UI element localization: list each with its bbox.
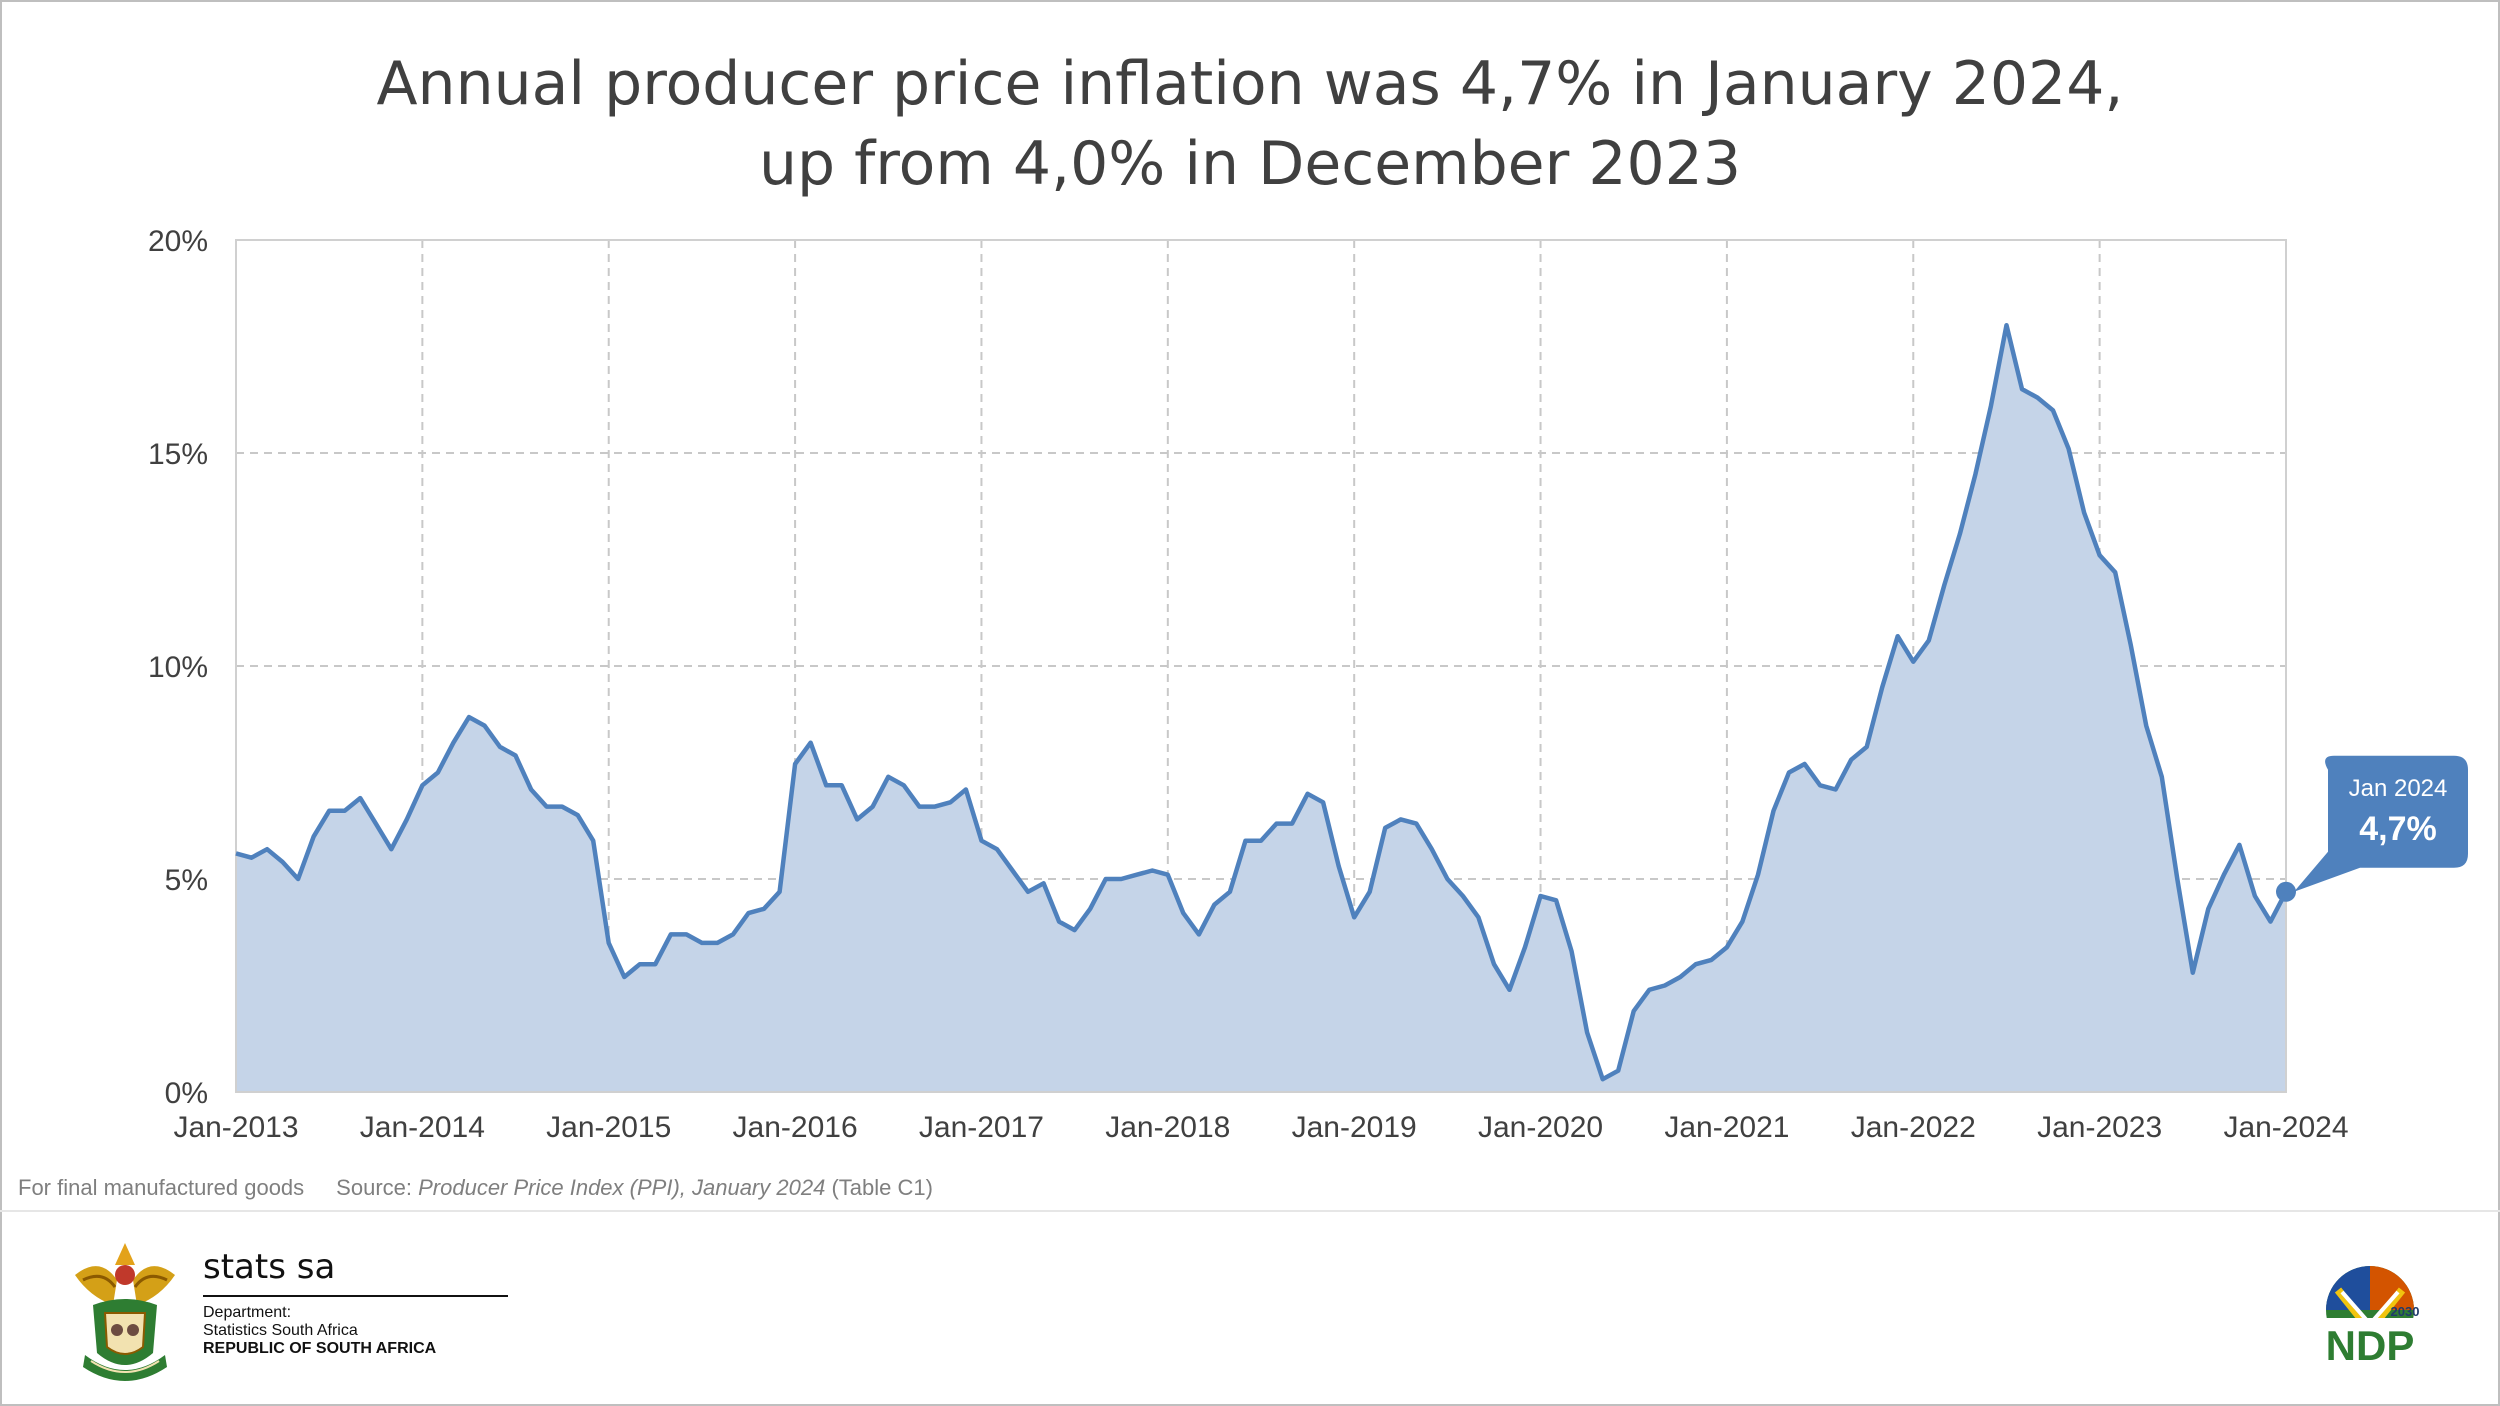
callout-date-label: Jan 2024 xyxy=(2349,775,2448,802)
y-tick-label: 15% xyxy=(148,438,208,471)
x-tick-label: Jan-2021 xyxy=(1664,1111,1789,1144)
chart-footnote: For final manufactured goods Source: Prod… xyxy=(18,1175,933,1201)
chart-title-line-2: up from 4,0% in December 2023 xyxy=(758,129,1742,199)
inflation-series-line xyxy=(235,322,2288,1082)
x-tick-label: Jan-2016 xyxy=(733,1111,858,1144)
x-tick-label: Jan-2020 xyxy=(1478,1111,1603,1144)
ppi-area-chart: 0%5%10%15%20% Jan-2013 Jan-2014 Jan-2015 Ja… xyxy=(148,225,2468,1144)
y-tick-label: 0% xyxy=(165,1077,208,1110)
x-tick-label: Jan-2019 xyxy=(1292,1111,1417,1144)
x-tick-label: Jan-2014 xyxy=(360,1111,485,1144)
y-tick-label: 5% xyxy=(165,864,208,897)
inflation-area-fill xyxy=(236,325,2286,1092)
brand-department-label: Department: xyxy=(203,1304,292,1321)
callout-bubble xyxy=(2294,755,2468,892)
latest-data-point xyxy=(2276,881,2296,902)
footnote-source-title: Producer Price Index (PPI), January 2024 xyxy=(418,1175,826,1200)
footnote-source-prefix: Source: xyxy=(336,1175,419,1200)
callout-value-label: 4,7% xyxy=(2359,810,2437,848)
x-tick-label: Jan-2013 xyxy=(173,1111,298,1144)
chart-title: Annual producer price inflation was 4,7%… xyxy=(0,44,2500,204)
stats-sa-logo: stats sa Department: Statistics South Af… xyxy=(55,1235,508,1395)
ndp-2030-logo: 2030 NDP xyxy=(2318,1266,2422,1369)
plot-area-border xyxy=(235,239,2287,1093)
y-axis-tick-labels: 0% 5% 10% 15% 20% xyxy=(148,225,208,1110)
x-tick-label: Jan-2017 xyxy=(919,1111,1044,1144)
brand-name: stats sa xyxy=(203,1247,336,1287)
x-tick-label: Jan-2015 xyxy=(546,1111,671,1144)
x-axis-tick-labels: Jan-2013 Jan-2014 Jan-2015 Jan-2016 Jan-2017… xyxy=(173,1111,2348,1144)
coat-of-arms-icon xyxy=(75,1243,175,1381)
footnote-scope: For final manufactured goods xyxy=(18,1175,305,1200)
x-tick-label: Jan-2018 xyxy=(1105,1111,1230,1144)
x-tick-label: Jan-2022 xyxy=(1851,1111,1976,1144)
brand-department-name: Statistics South Africa xyxy=(203,1322,358,1339)
y-tick-label: 20% xyxy=(148,225,208,258)
chart-title-line-1: Annual producer price inflation was 4,7%… xyxy=(376,49,2124,119)
footnote-source-suffix: (Table C1) xyxy=(825,1175,933,1200)
ndp-text: NDP xyxy=(2326,1322,2415,1369)
footer-divider xyxy=(0,1210,2500,1212)
ndp-year: 2030 xyxy=(2391,1304,2420,1319)
y-tick-label: 10% xyxy=(148,651,208,684)
brand-republic-label: REPUBLIC OF SOUTH AFRICA xyxy=(203,1340,437,1357)
x-tick-label: Jan-2024 xyxy=(2223,1111,2348,1144)
x-tick-label: Jan-2023 xyxy=(2037,1111,2162,1144)
latest-value-callout: Jan 2024 4,7% xyxy=(2294,755,2468,892)
brand-underline xyxy=(203,1295,508,1297)
